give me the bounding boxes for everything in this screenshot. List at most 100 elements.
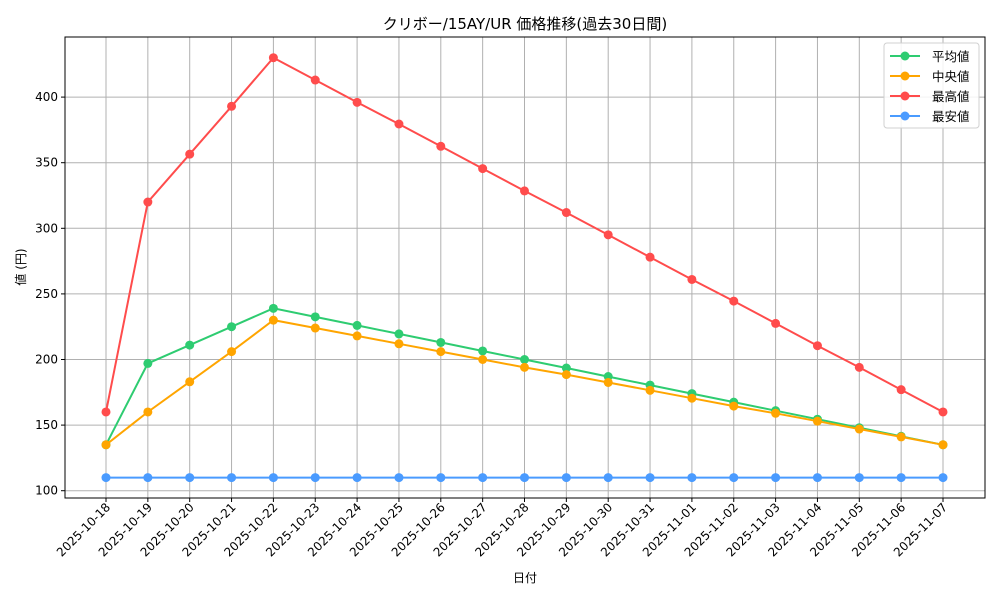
data-point [687, 274, 697, 284]
data-point [812, 341, 822, 351]
data-point [394, 119, 404, 129]
series-line [101, 303, 948, 450]
data-point [687, 473, 697, 483]
legend-label: 平均値 [932, 49, 970, 64]
y-axis-ticks: 100 150 200 250 300 350 400 [35, 90, 65, 498]
data-point [101, 473, 111, 483]
data-point [520, 355, 529, 364]
data-point [478, 473, 488, 483]
data-point [645, 473, 655, 483]
data-point [268, 315, 278, 325]
data-point [771, 318, 781, 328]
data-point [896, 473, 906, 483]
data-point [645, 385, 655, 395]
data-point [854, 473, 864, 483]
data-point [143, 358, 153, 368]
y-tick-label: 300 [35, 221, 58, 235]
data-point [729, 296, 739, 306]
legend-marker [900, 71, 910, 81]
data-point [854, 424, 864, 434]
data-point [352, 320, 362, 330]
legend-label: 最高値 [932, 89, 970, 104]
data-point [185, 149, 195, 159]
data-point [143, 407, 153, 417]
data-point [729, 401, 739, 411]
data-point [603, 377, 613, 387]
y-tick-label: 100 [35, 484, 58, 498]
y-axis-label: 値 (円) [13, 248, 28, 285]
data-point [185, 340, 195, 350]
data-point [896, 432, 906, 442]
data-point [561, 208, 571, 218]
y-tick-label: 400 [35, 90, 58, 104]
data-point [394, 473, 404, 483]
data-point [310, 75, 320, 85]
data-point [185, 377, 195, 387]
y-tick-label: 200 [35, 353, 58, 367]
data-point [143, 197, 153, 207]
data-point [812, 416, 822, 426]
data-point [310, 312, 320, 322]
data-point [520, 473, 529, 483]
data-point [310, 323, 320, 333]
data-point [938, 473, 948, 483]
data-point [227, 347, 237, 357]
data-point [268, 53, 278, 63]
series-line [101, 53, 948, 417]
data-point [436, 473, 446, 483]
data-point [771, 473, 781, 483]
y-tick-label: 250 [35, 287, 58, 301]
legend-box [883, 42, 980, 129]
data-point [771, 408, 781, 418]
data-point [478, 355, 488, 364]
data-point [645, 252, 655, 262]
legend-label: 中央値 [932, 69, 970, 84]
y-tick-label: 150 [35, 418, 58, 432]
data-point [352, 331, 362, 341]
data-point [729, 473, 739, 483]
x-axis-ticks: 2025-10-182025-10-192025-10-202025-10-21… [54, 498, 950, 559]
chart-title: クリボー/15AY/UR 価格推移(過去30日間) [383, 15, 667, 33]
legend-marker [900, 111, 910, 121]
data-point [854, 362, 864, 372]
data-point [603, 473, 613, 483]
data-point [478, 346, 488, 356]
data-point [603, 230, 613, 240]
data-point [268, 473, 278, 483]
data-point [352, 473, 362, 483]
data-point [310, 473, 320, 483]
data-point [394, 339, 404, 349]
data-point [101, 407, 111, 417]
data-point [938, 407, 948, 417]
data-point [561, 370, 571, 380]
data-point [687, 393, 697, 403]
data-point [268, 303, 278, 313]
y-tick-label: 350 [35, 156, 58, 170]
data-point [227, 322, 237, 332]
data-series [101, 53, 948, 483]
legend-marker [900, 91, 910, 101]
x-axis-label: 日付 [513, 571, 537, 585]
data-point [185, 473, 195, 483]
data-point [561, 473, 571, 483]
data-point [436, 337, 446, 347]
legend-label: 最安値 [932, 109, 970, 124]
data-point [143, 473, 153, 483]
series-line [101, 473, 948, 483]
data-point [812, 473, 822, 483]
series-line [101, 315, 948, 450]
data-point [352, 97, 362, 107]
data-point [561, 363, 571, 373]
data-point [938, 440, 948, 450]
data-point [101, 440, 111, 450]
data-point [394, 329, 404, 339]
gridlines [65, 37, 985, 498]
legend-marker [900, 51, 910, 61]
data-point [436, 347, 446, 357]
data-point [436, 141, 446, 151]
data-point [478, 164, 488, 174]
data-point [520, 362, 529, 372]
